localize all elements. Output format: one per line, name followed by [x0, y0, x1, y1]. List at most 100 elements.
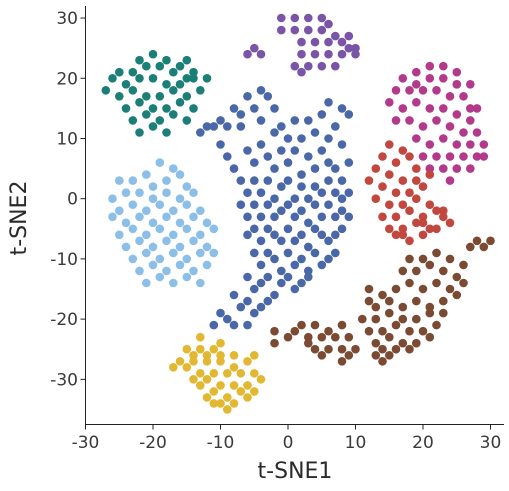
data-point: [243, 146, 252, 155]
data-point: [378, 290, 387, 300]
data-point: [472, 236, 482, 246]
data-point: [425, 200, 435, 209]
data-point: [337, 49, 347, 59]
data-point: [256, 140, 266, 149]
data-point: [351, 49, 360, 59]
data-point: [277, 13, 286, 23]
data-point: [486, 236, 495, 246]
data-point: [243, 296, 252, 306]
data-point: [378, 357, 387, 366]
y-tick-label: 10: [56, 129, 78, 149]
data-point: [445, 284, 455, 294]
data-point: [425, 140, 435, 149]
data-point: [310, 128, 320, 137]
data-point: [283, 158, 293, 167]
data-point: [371, 351, 381, 360]
data-point: [216, 351, 225, 360]
data-point: [398, 302, 408, 312]
data-point: [432, 224, 441, 234]
data-point: [250, 104, 259, 113]
data-point: [256, 188, 266, 197]
data-point: [216, 399, 225, 408]
cluster-6: [364, 140, 455, 246]
data-point: [398, 104, 408, 113]
data-point: [344, 212, 354, 222]
data-point: [263, 200, 273, 209]
data-point: [175, 194, 185, 203]
data-point: [310, 320, 320, 330]
data-point: [310, 344, 320, 354]
data-point: [331, 122, 340, 131]
data-point: [196, 206, 205, 215]
data-point: [115, 92, 124, 101]
data-point: [250, 351, 259, 360]
data-point: [155, 61, 165, 71]
data-point: [425, 332, 435, 342]
data-point: [412, 314, 421, 324]
data-point: [364, 296, 374, 306]
data-point: [169, 110, 178, 119]
data-point: [412, 134, 421, 143]
data-point: [391, 116, 401, 125]
data-point: [445, 254, 455, 264]
data-point: [223, 152, 232, 161]
data-point: [223, 122, 232, 131]
data-point: [101, 86, 111, 95]
data-point: [398, 266, 408, 276]
data-point: [236, 176, 246, 185]
data-point: [196, 230, 205, 240]
data-point: [270, 290, 279, 300]
data-point: [405, 344, 414, 354]
data-point: [418, 152, 428, 161]
data-point: [412, 218, 421, 228]
data-point: [115, 230, 124, 240]
data-point: [142, 92, 151, 101]
data-point: [236, 369, 246, 378]
data-point: [155, 116, 165, 125]
data-point: [324, 37, 333, 47]
data-point: [324, 134, 333, 143]
data-point: [405, 236, 414, 246]
data-point: [162, 128, 171, 137]
data-point: [351, 344, 360, 354]
data-point: [229, 320, 239, 330]
data-point: [256, 375, 266, 384]
data-point: [189, 212, 198, 222]
data-point: [337, 344, 347, 354]
data-point: [344, 351, 354, 360]
data-point: [452, 272, 462, 282]
data-point: [142, 110, 151, 119]
data-point: [155, 224, 165, 234]
data-point: [317, 13, 327, 23]
data-point: [189, 74, 198, 83]
data-point: [277, 206, 286, 215]
data-point: [182, 55, 192, 65]
data-point: [297, 254, 306, 264]
data-point: [256, 49, 266, 59]
data-point: [283, 200, 293, 209]
data-point: [121, 218, 131, 228]
data-point: [425, 224, 435, 234]
data-point: [263, 152, 273, 161]
data-point: [216, 381, 225, 390]
data-point: [290, 260, 300, 270]
data-point: [304, 332, 313, 342]
data-point: [142, 230, 151, 240]
data-point: [196, 128, 205, 137]
data-point: [405, 86, 414, 95]
data-point: [466, 140, 475, 149]
data-point: [290, 284, 300, 294]
data-point: [115, 67, 124, 77]
data-point: [283, 134, 293, 143]
data-point: [479, 152, 489, 161]
cluster-3: [101, 49, 212, 137]
data-point: [337, 176, 347, 185]
data-point: [162, 266, 171, 276]
data-point: [358, 314, 367, 324]
data-point: [297, 170, 306, 179]
data-point: [256, 86, 266, 95]
data-point: [121, 242, 131, 252]
data-point: [175, 170, 185, 179]
data-point: [371, 194, 381, 203]
data-point: [162, 176, 171, 185]
